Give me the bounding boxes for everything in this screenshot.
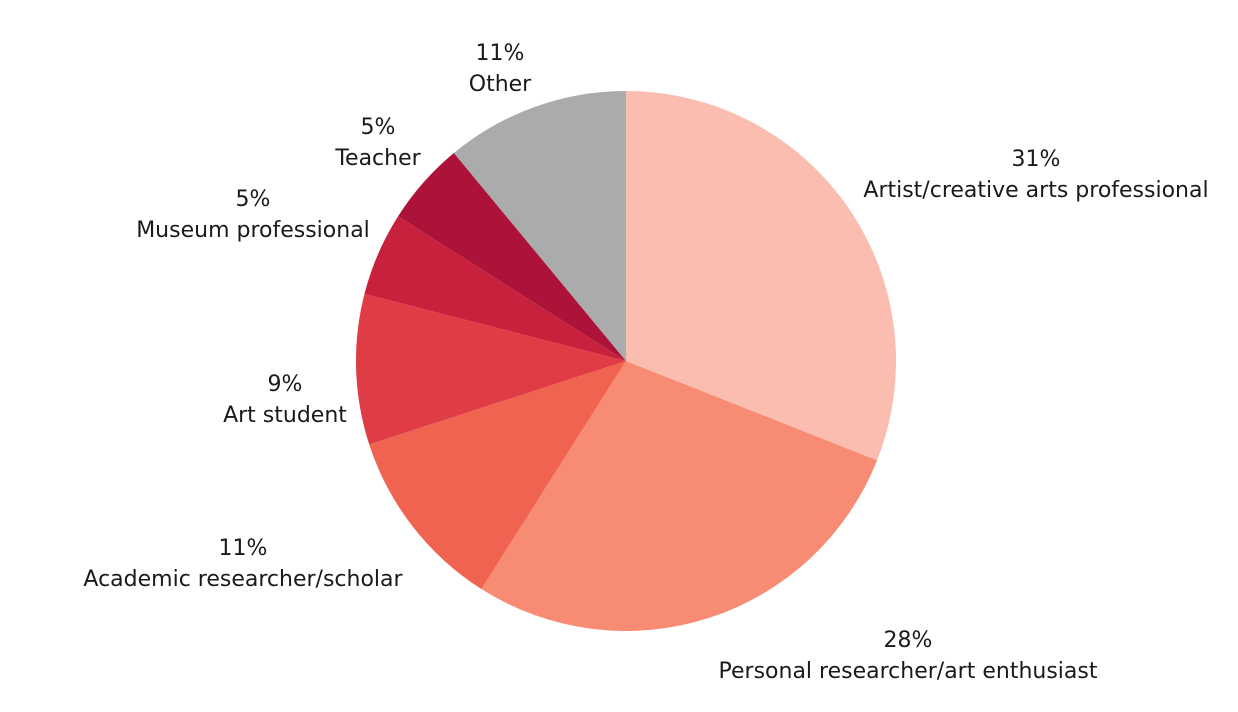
slice-label: 11% Academic researcher/scholar <box>83 536 403 592</box>
slice-label: 5% Teacher <box>334 115 421 171</box>
labels-layer: 31% Artist/creative arts professional 28% P… <box>83 41 1208 684</box>
slice-label: 9% Art student <box>223 372 347 428</box>
pie-slice-art-student <box>355 293 626 445</box>
slice-category-label: Teacher <box>334 146 421 171</box>
slice-label: 28% Personal researcher/art enthusiast <box>719 628 1098 684</box>
slice-label: 31% Artist/creative arts professional <box>863 147 1208 203</box>
pie-slice-museum-professional <box>364 216 626 361</box>
slice-percent-label: 9% <box>268 372 303 397</box>
slice-category-label: Artist/creative arts professional <box>863 178 1208 203</box>
pie-slice-academic-researcher-scholar <box>369 361 626 589</box>
slice-label: 11% Other <box>469 41 532 97</box>
slice-category-label: Other <box>469 72 532 97</box>
slice-percent-label: 11% <box>476 41 525 66</box>
slice-percent-label: 5% <box>361 115 396 140</box>
slice-category-label: Museum professional <box>136 218 370 243</box>
slice-category-label: Personal researcher/art enthusiast <box>719 659 1098 684</box>
pie-slice-personal-researcher-art-enthusiast <box>481 361 878 631</box>
pie-slice-other <box>453 91 626 361</box>
slice-percent-label: 28% <box>884 628 933 653</box>
slice-category-label: Academic researcher/scholar <box>83 567 403 592</box>
slice-percent-label: 31% <box>1012 147 1061 172</box>
pie-slice-artist-creative-arts-professional <box>626 91 896 461</box>
slice-percent-label: 5% <box>236 187 271 212</box>
slice-label: 5% Museum professional <box>136 187 370 243</box>
slice-category-label: Art student <box>223 403 347 428</box>
slices-layer <box>355 91 896 631</box>
slice-percent-label: 11% <box>219 536 268 561</box>
pie-slice-teacher <box>398 152 626 361</box>
